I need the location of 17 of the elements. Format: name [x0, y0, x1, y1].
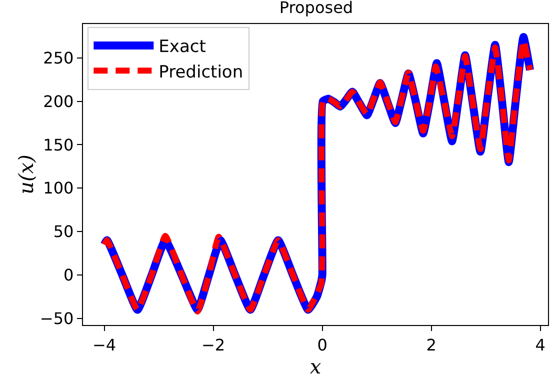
y-tick-label: 200: [43, 92, 74, 111]
y-tick-label: 150: [43, 135, 74, 154]
y-tick-label: 0: [64, 266, 74, 285]
legend-label: Exact: [158, 37, 206, 58]
x-tick-label: 2: [426, 335, 436, 354]
x-tick-label: 4: [535, 335, 546, 354]
x-tick-label: 0: [317, 335, 328, 354]
y-tick-label: 50: [53, 222, 74, 242]
chart-title: Proposed: [279, 0, 354, 18]
y-tick-label: −50: [40, 309, 74, 328]
legend-label: Prediction: [158, 62, 244, 82]
x-tick-label: −4: [92, 335, 116, 354]
x-tick-label: −2: [201, 335, 226, 354]
y-tick-label: 100: [43, 178, 74, 198]
x-axis-title: x: [310, 354, 322, 378]
y-axis-title: u(x): [14, 154, 38, 194]
y-tick-label: 250: [43, 48, 74, 68]
